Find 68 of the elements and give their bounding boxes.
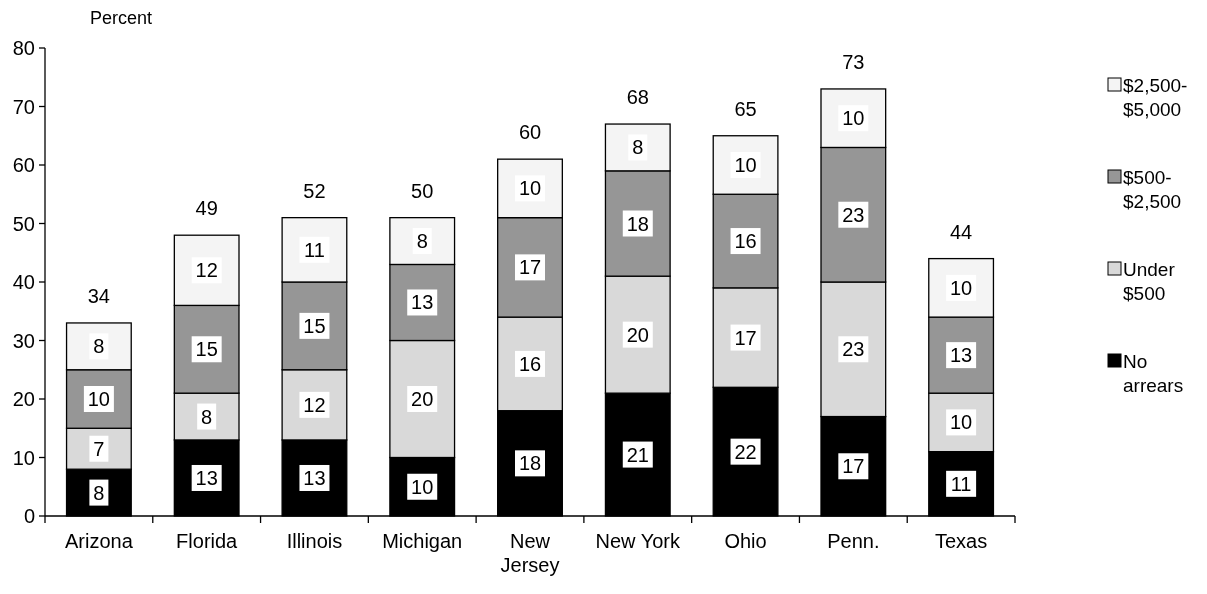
data-label: 10 bbox=[949, 411, 973, 434]
data-label: 17 bbox=[842, 455, 865, 478]
y-tick-label: 80 bbox=[12, 37, 35, 59]
y-tick-label: 40 bbox=[12, 271, 35, 293]
total-label: 34 bbox=[87, 284, 111, 307]
total-label: 44 bbox=[949, 220, 973, 243]
data-label: 13 bbox=[303, 466, 326, 489]
total-label: 68 bbox=[626, 86, 649, 109]
data-label: 10 bbox=[518, 177, 542, 200]
data-label: 10 bbox=[949, 276, 973, 299]
data-label: 13 bbox=[949, 344, 973, 367]
data-label: 13 bbox=[195, 466, 218, 489]
x-tick-label: Arizona bbox=[64, 530, 134, 552]
data-label: 8 bbox=[93, 335, 105, 358]
y-tick-label: 10 bbox=[12, 446, 35, 469]
data-label: 11 bbox=[950, 472, 972, 495]
y-tick-label: 0 bbox=[23, 505, 35, 527]
x-tick-label: Illinois bbox=[286, 530, 343, 552]
y-tick-label: 20 bbox=[12, 388, 35, 410]
data-label: 10 bbox=[87, 388, 111, 410]
data-label: 21 bbox=[626, 443, 649, 466]
data-label: 16 bbox=[734, 230, 757, 253]
data-label: 15 bbox=[195, 338, 218, 361]
data-label: 13 bbox=[411, 291, 434, 314]
data-label: 16 bbox=[518, 352, 542, 375]
data-label: 23 bbox=[842, 203, 865, 226]
x-tick-label: Florida bbox=[176, 530, 239, 552]
legend-label: Under $500 bbox=[1123, 259, 1176, 304]
legend-label: No arrears bbox=[1123, 351, 1184, 396]
y-tick-label: 60 bbox=[12, 154, 35, 176]
x-tick-label: New York bbox=[595, 530, 682, 552]
y-axis-title: Percent bbox=[90, 8, 153, 28]
legend-label: $2,500-$5,000 bbox=[1123, 75, 1188, 120]
total-label: 50 bbox=[411, 179, 434, 202]
legend-label: $500-$2,500 bbox=[1123, 167, 1182, 212]
data-label: 23 bbox=[842, 338, 865, 361]
data-label: 20 bbox=[411, 388, 434, 410]
data-label: 11 bbox=[304, 238, 325, 261]
data-label: 20 bbox=[626, 323, 649, 346]
data-label: 10 bbox=[734, 154, 757, 176]
y-tick-label: 70 bbox=[12, 95, 35, 118]
x-tick-label: Penn. bbox=[827, 530, 880, 552]
data-label: 8 bbox=[632, 136, 644, 159]
y-tick-label: 30 bbox=[12, 329, 35, 352]
data-label: 12 bbox=[195, 259, 218, 282]
data-label: 12 bbox=[303, 393, 326, 416]
data-label: 17 bbox=[734, 326, 757, 349]
total-label: 52 bbox=[303, 179, 326, 202]
x-tick-label: New Jersey bbox=[500, 530, 560, 576]
data-label: 18 bbox=[626, 212, 649, 235]
total-label: 49 bbox=[195, 197, 218, 220]
x-tick-label: Michigan bbox=[382, 530, 463, 552]
data-label: 8 bbox=[201, 405, 213, 428]
total-label: 73 bbox=[842, 50, 865, 73]
data-label: 10 bbox=[842, 107, 865, 130]
data-label: 15 bbox=[303, 314, 326, 337]
total-label: 65 bbox=[734, 97, 757, 120]
data-label: 17 bbox=[518, 256, 542, 279]
y-tick-label: 50 bbox=[12, 212, 35, 235]
data-label: 10 bbox=[411, 475, 434, 498]
data-label: 18 bbox=[518, 452, 542, 475]
data-label: 22 bbox=[734, 440, 757, 463]
data-label: 8 bbox=[416, 230, 428, 253]
total-label: 60 bbox=[518, 121, 542, 144]
x-tick-label: Ohio bbox=[724, 530, 767, 552]
data-label: 7 bbox=[93, 437, 105, 460]
data-label: 8 bbox=[93, 481, 105, 504]
x-tick-label: Texas bbox=[934, 530, 988, 552]
